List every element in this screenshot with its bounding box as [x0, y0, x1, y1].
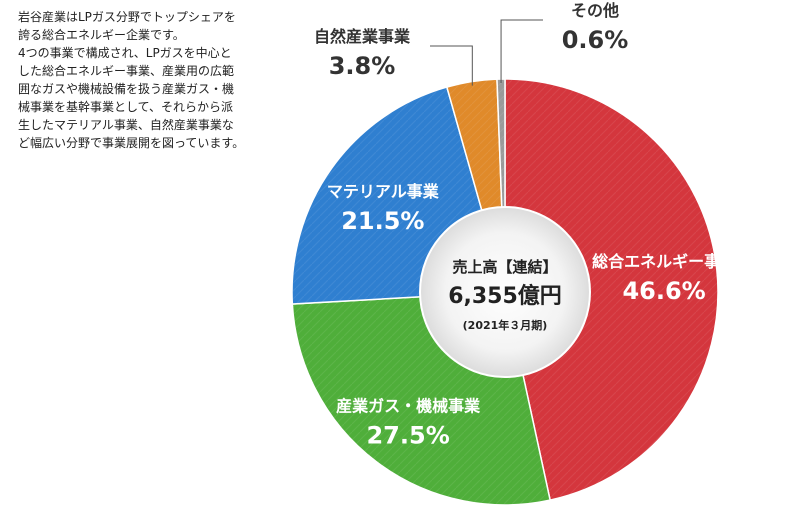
slice-1-value-label: 46.6% — [622, 277, 705, 305]
slice-5-name-label: その他 — [571, 1, 619, 20]
leader-lines — [430, 19, 543, 86]
center-disc — [419, 206, 591, 378]
intro-paragraph-2: 4つの事業で構成され、LPガスを中心と した総合エネルギー事業、産業用の広範 囲… — [18, 46, 245, 150]
slice-2-value-label: 27.5% — [366, 421, 449, 449]
center-total: 6,355億円 — [448, 283, 562, 309]
slice-5-value-label: 0.6% — [562, 26, 629, 54]
pie-slices — [291, 78, 719, 506]
center-period: (2021年３月期) — [463, 318, 548, 332]
slice-1-name-label: 総合エネルギー事業 — [592, 252, 737, 271]
slice-3-value-label: 21.5% — [341, 207, 424, 235]
slice-2-name-label: 産業ガス・機械事業 — [336, 396, 481, 415]
slice-1-texture — [505, 79, 719, 501]
slice-4-value-label: 3.8% — [329, 52, 396, 80]
slice-5-leader-line — [500, 19, 543, 84]
slice-4-name-label: 自然産業事業 — [314, 27, 411, 46]
slice-4-leader-line — [430, 45, 473, 86]
center-title: 売上高【連結】 — [452, 258, 557, 276]
slice-3-name-label: マテリアル事業 — [327, 182, 440, 201]
intro-text: 岩谷産業はLPガス分野でトップシェアを 誇る総合エネルギー企業です。 4つの事業… — [18, 8, 290, 152]
slice-labels: 総合エネルギー事業 46.6% 産業ガス・機械事業 27.5% マテリアル事業 21.5%… — [314, 1, 737, 449]
intro-paragraph-1: 岩谷産業はLPガス分野でトップシェアを 誇る総合エネルギー企業です。 — [18, 10, 236, 42]
